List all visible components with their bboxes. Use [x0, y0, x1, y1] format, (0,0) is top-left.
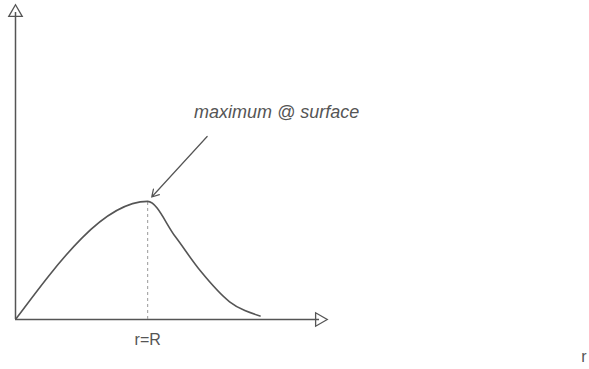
- svg-text:r=R: r=R: [135, 331, 161, 348]
- svg-text:r: r: [581, 348, 587, 365]
- svg-text:maximum @ surface: maximum @ surface: [194, 102, 359, 122]
